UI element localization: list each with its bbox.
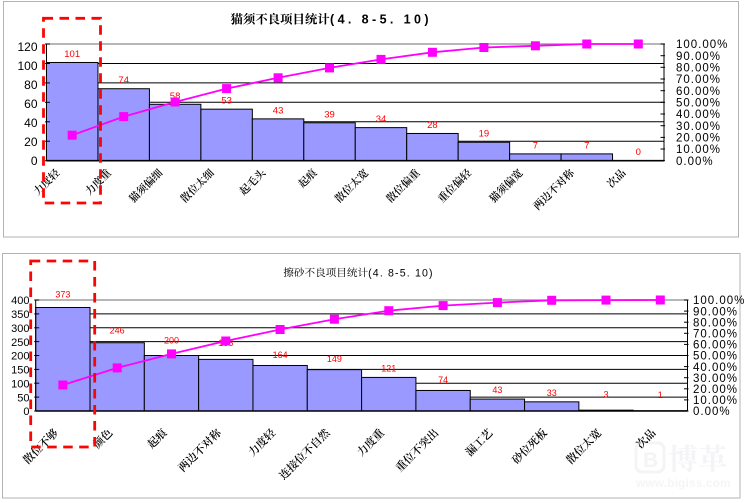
svg-text:(4. 8-5. 10): (4. 8-5. 10) xyxy=(330,13,432,27)
svg-text:20.00%: 20.00% xyxy=(693,384,738,396)
svg-text:10.00%: 10.00% xyxy=(676,144,721,156)
svg-text:34: 34 xyxy=(376,114,387,125)
svg-text:50.00%: 50.00% xyxy=(676,98,721,110)
svg-text:0.00%: 0.00% xyxy=(676,156,714,168)
svg-text:300: 300 xyxy=(11,323,29,335)
svg-text:0: 0 xyxy=(31,154,38,168)
svg-text:150: 150 xyxy=(11,365,29,377)
svg-text:www.bigiss.com: www.bigiss.com xyxy=(635,476,731,490)
svg-text:39: 39 xyxy=(324,109,335,120)
svg-text:B: B xyxy=(643,449,658,472)
svg-text:200: 200 xyxy=(164,336,179,346)
svg-text:3: 3 xyxy=(603,390,608,400)
svg-text:28: 28 xyxy=(427,120,438,131)
svg-text:60.00%: 60.00% xyxy=(676,86,721,98)
svg-text:33: 33 xyxy=(547,388,557,398)
svg-text:50: 50 xyxy=(17,392,29,404)
svg-text:74: 74 xyxy=(118,75,129,86)
svg-text:74: 74 xyxy=(438,375,448,385)
svg-text:53: 53 xyxy=(221,96,232,107)
svg-text:100.00%: 100.00% xyxy=(676,39,728,51)
svg-text:80.00%: 80.00% xyxy=(693,317,738,329)
svg-text:90.00%: 90.00% xyxy=(676,51,721,63)
svg-text:60.00%: 60.00% xyxy=(693,340,738,352)
svg-text:100: 100 xyxy=(17,59,37,73)
svg-text:20.00%: 20.00% xyxy=(676,133,721,145)
svg-text:60: 60 xyxy=(24,97,38,111)
svg-text:200: 200 xyxy=(11,351,29,363)
svg-text:43: 43 xyxy=(273,105,284,116)
svg-text:373: 373 xyxy=(55,290,70,300)
svg-text:30.00%: 30.00% xyxy=(676,121,721,133)
svg-text:90.00%: 90.00% xyxy=(693,306,738,318)
svg-text:40: 40 xyxy=(24,116,38,130)
svg-text:101: 101 xyxy=(64,49,80,60)
svg-text:30.00%: 30.00% xyxy=(693,373,738,385)
svg-text:10.00%: 10.00% xyxy=(693,395,738,407)
svg-text:0: 0 xyxy=(636,147,641,158)
svg-text:400: 400 xyxy=(11,295,29,307)
svg-text:250: 250 xyxy=(11,337,29,349)
svg-text:40.00%: 40.00% xyxy=(676,109,721,121)
svg-text:149: 149 xyxy=(327,354,342,364)
svg-text:7: 7 xyxy=(584,140,589,151)
svg-text:80: 80 xyxy=(24,78,38,92)
svg-text:164: 164 xyxy=(273,350,288,360)
svg-text:80.00%: 80.00% xyxy=(676,63,721,75)
svg-text:43: 43 xyxy=(492,385,502,395)
svg-text:350: 350 xyxy=(11,309,29,321)
svg-text:100.00%: 100.00% xyxy=(693,295,745,307)
svg-text:50.00%: 50.00% xyxy=(693,351,738,363)
svg-text:0: 0 xyxy=(23,406,29,418)
svg-text:121: 121 xyxy=(381,363,396,373)
svg-text:0.00%: 0.00% xyxy=(693,406,731,418)
svg-text:100: 100 xyxy=(11,378,29,390)
svg-text:(4. 8-5. 10): (4. 8-5. 10) xyxy=(368,267,434,279)
svg-text:19: 19 xyxy=(479,129,490,140)
svg-text:20: 20 xyxy=(24,135,38,149)
svg-text:40.00%: 40.00% xyxy=(693,362,738,374)
svg-text:58: 58 xyxy=(170,91,181,102)
svg-text:70.00%: 70.00% xyxy=(693,329,738,341)
svg-text:120: 120 xyxy=(17,40,37,54)
svg-text:1: 1 xyxy=(658,390,663,400)
svg-text:246: 246 xyxy=(110,326,125,336)
svg-text:70.00%: 70.00% xyxy=(676,74,721,86)
svg-text:7: 7 xyxy=(533,140,538,151)
